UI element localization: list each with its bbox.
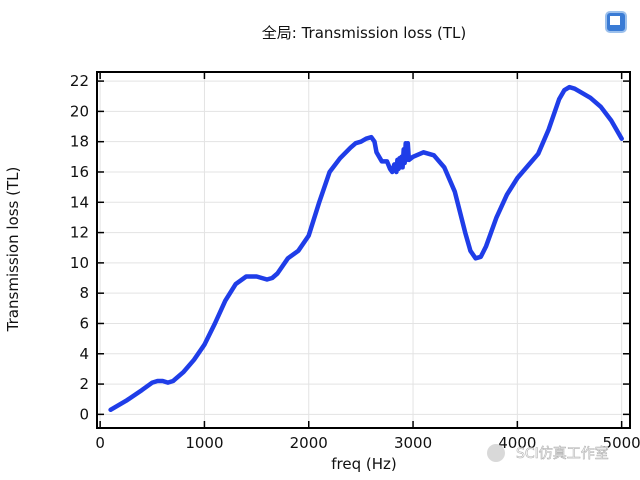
y-tick-label: 12 [70,224,89,242]
y-tick-label: 4 [79,345,89,363]
chart-title: 全局: Transmission loss (TL) [262,24,466,42]
ticks [97,72,630,428]
y-tick-label: 2 [79,375,89,393]
x-tick-label: 2000 [290,434,328,452]
x-tick-label: 4000 [498,434,536,452]
y-tick-label: 16 [70,163,89,181]
x-tick-label: 5000 [603,434,640,452]
x-tick-label: 0 [95,434,105,452]
y-tick-label: 6 [79,314,89,332]
svg-text:SCI仿真工作室: SCI仿真工作室 [516,445,609,462]
y-axis-title: Transmission loss (TL) [4,167,22,333]
y-tick-label: 14 [70,193,89,211]
x-tick-label: 1000 [185,434,223,452]
x-tick-label: 3000 [394,434,432,452]
x-axis-title: freq (Hz) [331,455,397,473]
wechat-icon [487,444,505,462]
x-tick-labels: 0 1000 2000 3000 4000 5000 [95,434,640,452]
y-tick-label: 0 [79,405,89,423]
y-tick-label: 10 [70,254,89,272]
y-tick-labels: 0 2 4 6 8 10 12 14 16 18 20 22 [70,72,89,423]
y-tick-label: 18 [70,133,89,151]
watermark: SCI仿真工作室 [487,444,609,462]
y-tick-label: 22 [70,72,89,90]
series-line-0 [108,84,624,413]
y-tick-label: 8 [79,284,89,302]
series-group [108,84,624,413]
logo-icon [605,11,627,33]
y-tick-label: 20 [70,102,89,120]
